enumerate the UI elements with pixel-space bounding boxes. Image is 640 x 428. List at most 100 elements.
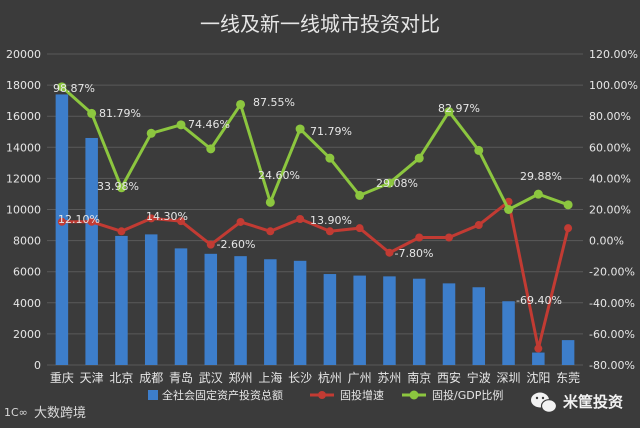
bar [412, 278, 426, 365]
gdp-ratio-point [57, 82, 67, 92]
bar [293, 260, 307, 365]
gdp-ratio-point [414, 153, 424, 163]
category-label: 南京 [407, 370, 431, 385]
grid-lines [47, 53, 583, 366]
category-label: 苏州 [377, 371, 401, 385]
gdp-ratio-point [533, 189, 543, 199]
legend-label: 固投/GDP比例 [432, 388, 503, 402]
data-label: 81.79% [99, 107, 141, 120]
right-axis-tick: -20.00% [589, 266, 635, 279]
bar [204, 253, 218, 365]
data-label: 74.46% [188, 118, 230, 131]
brand-logo-icon: 1C∞ [4, 406, 28, 419]
bar [353, 275, 366, 365]
legend-marker-growth [318, 391, 326, 399]
left-axis-tick: 6000 [13, 266, 41, 279]
growth-rate-point [177, 217, 185, 226]
bar [383, 276, 396, 365]
growth-rate-point [206, 240, 215, 249]
bar [442, 283, 456, 365]
growth-rate-point [236, 217, 245, 226]
data-label: 14.30% [146, 210, 188, 223]
growth-rate-point [534, 344, 543, 353]
growth-rate-point [266, 227, 275, 236]
legend: 全社会固定资产投资总额 固投增速 固投/GDP比例 [148, 388, 503, 402]
category-label: 沈阳 [526, 370, 550, 385]
gdp-ratio-point [146, 128, 156, 138]
right-axis-tick: -40.00% [589, 297, 635, 310]
category-label: 杭州 [318, 370, 342, 385]
gdp-ratio-point [325, 153, 335, 163]
bar [532, 352, 545, 365]
data-labels: 98.87% 81.79% 33.98% 74.46% 87.55% 24.60% 71.7… [53, 82, 562, 307]
gdp-ratio-point [265, 197, 275, 207]
category-label: 广州 [348, 371, 372, 385]
gdp-ratio-point [563, 200, 573, 210]
category-label: 成都 [139, 371, 163, 385]
legend-marker-gdp [409, 390, 419, 400]
growth-rate-point [564, 224, 573, 233]
legend-label: 固投增速 [340, 388, 384, 402]
category-label: 郑州 [229, 370, 253, 385]
bar [323, 274, 337, 365]
left-axis-tick: 14000 [6, 141, 41, 154]
growth-rate-point [325, 227, 334, 236]
bar-series [55, 94, 575, 366]
bar [234, 256, 247, 365]
gdp-ratio-point [384, 178, 394, 188]
gdp-ratio-point [176, 120, 186, 130]
growth-rate-point [445, 233, 453, 242]
category-label: 宁波 [467, 370, 491, 385]
growth-rate-point [117, 227, 126, 236]
legend-label: 全社会固定资产投资总额 [162, 388, 283, 402]
category-label: 重庆 [50, 371, 74, 385]
data-label: -7.80% [395, 247, 434, 260]
left-axis-tick: 4000 [13, 297, 41, 310]
footer-left-brand: 1C∞ 大数跨境 [4, 406, 86, 421]
gdp-ratio-point [116, 183, 126, 193]
line-series [57, 82, 573, 353]
footer-right-brand: 米筐投资 [531, 392, 623, 413]
wechat-icon [531, 392, 558, 413]
growth-rate-point [385, 248, 394, 257]
gdp-ratio-point [236, 99, 246, 109]
bar [55, 94, 69, 366]
data-label: 71.79% [310, 125, 352, 138]
data-label: 87.55% [253, 96, 295, 109]
category-label: 长沙 [288, 371, 312, 385]
footer-left-brand-text: 大数跨境 [34, 406, 86, 421]
data-label: 82.97% [438, 102, 480, 115]
left-axis-tick: 10000 [6, 204, 41, 217]
data-label: 29.88% [520, 170, 562, 183]
category-label: 天津 [80, 371, 104, 385]
data-label: -69.40% [516, 294, 562, 307]
category-label: 西安 [437, 370, 461, 385]
bar [174, 248, 188, 365]
axes: 0 2000 4000 6000 8000 10000 12000 14000 16000 180… [6, 48, 638, 385]
category-label: 东莞 [556, 371, 580, 385]
bar [264, 259, 277, 365]
gdp-ratio-point [295, 124, 305, 134]
gdp-ratio-point [444, 107, 454, 117]
right-axis-tick: 20.00% [589, 204, 631, 217]
growth-rate-point [147, 214, 156, 223]
bar [561, 340, 575, 365]
left-axis-tick: 18000 [6, 79, 41, 92]
category-label: 武汉 [199, 371, 223, 385]
left-axis-tick: 0 [34, 359, 41, 372]
footer-right-brand-text: 米筐投资 [563, 393, 623, 411]
chart-title: 一线及新一线城市投资对比 [200, 12, 440, 36]
growth-rate-point [355, 224, 364, 233]
data-label: -2.60% [217, 238, 256, 251]
right-axis-tick: 120.00% [589, 48, 638, 61]
bar [115, 235, 128, 365]
data-label: 13.90% [310, 214, 352, 227]
growth-rate-point [474, 221, 483, 230]
gdp-ratio-line [60, 85, 569, 211]
gdp-ratio-point [355, 190, 365, 200]
right-axis-tick: 60.00% [589, 141, 631, 154]
right-axis-tick: 80.00% [589, 110, 631, 123]
category-label: 北京 [109, 371, 133, 385]
